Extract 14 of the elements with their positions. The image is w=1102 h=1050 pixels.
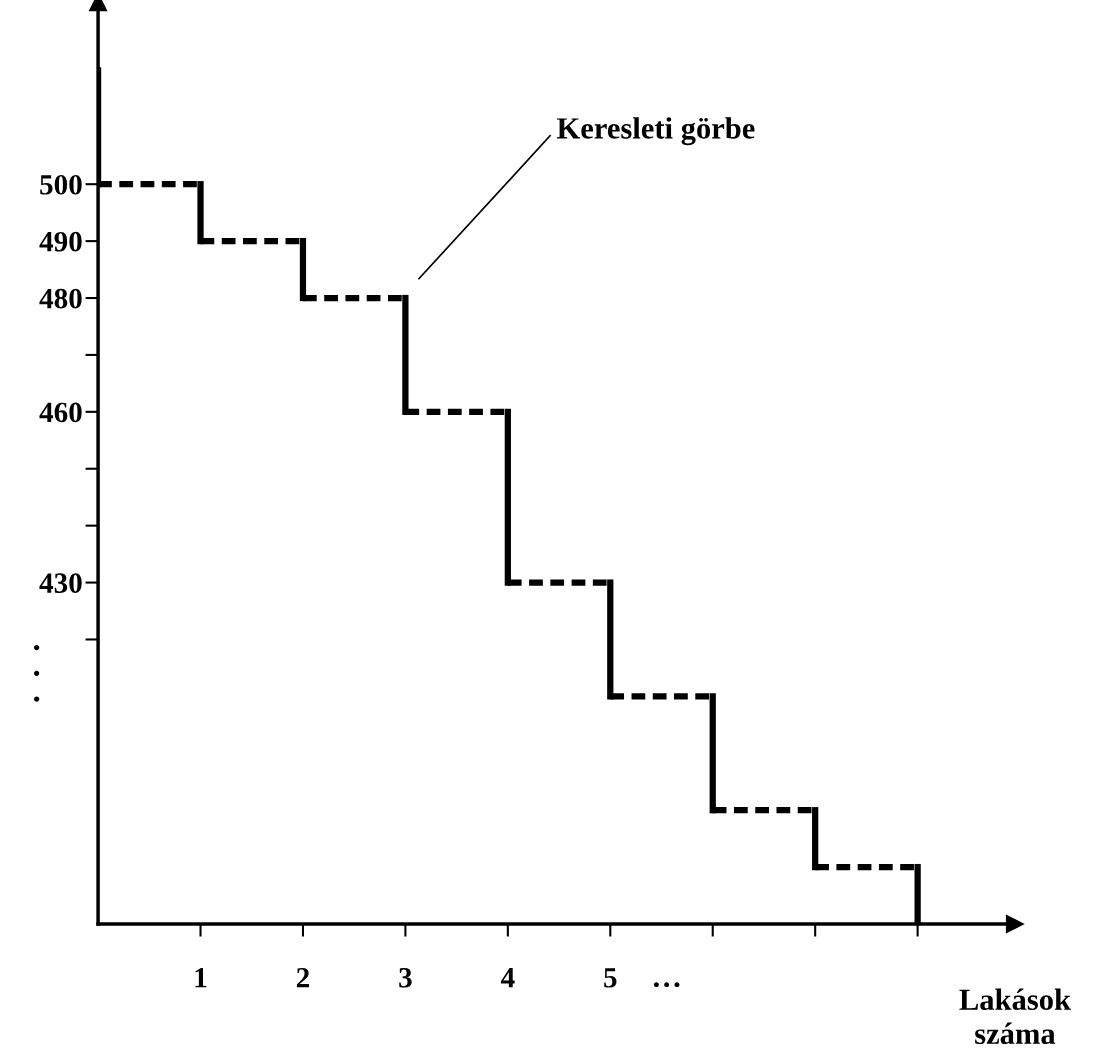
text: • • • [34, 644, 40, 702]
annotation: Keresleti görbe [557, 117, 755, 146]
x-tick-label: 1 [195, 968, 207, 988]
y-tick-label: 500 [40, 174, 82, 195]
x-tick-label: 5 [604, 968, 617, 988]
y-tick-label: 490 [39, 231, 82, 252]
x-tick-label: 4 [500, 968, 515, 988]
y-tick-label: 430 [39, 573, 82, 593]
x-axis-title: Lakások száma [959, 988, 1071, 1045]
x-tick-label: 2 [296, 967, 309, 988]
text: … [653, 982, 680, 988]
x-tick-label: 3 [399, 967, 412, 988]
y-tick-label: 460 [39, 402, 82, 423]
y-tick-label: 480 [39, 288, 82, 309]
